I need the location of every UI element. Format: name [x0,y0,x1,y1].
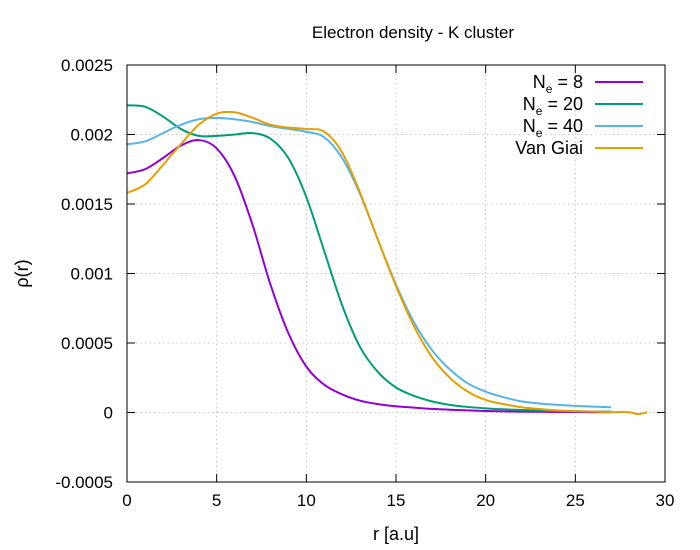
legend-label-4: Van Giai [515,138,583,158]
y-tick-label: -0.0005 [55,473,113,492]
y-tick-label: 0.0015 [61,195,113,214]
tick-marks [126,64,666,483]
plot-frame [126,64,666,483]
series-line-4 [126,110,648,416]
x-tick-label: 15 [387,491,406,510]
x-tick-label: 25 [566,491,585,510]
tick-labels: 0 5 10 15 20 25 30 -0.0005 0 0.0005 0.001 0.0015 0.0… [55,56,674,510]
x-tick-label: 30 [656,491,675,510]
legend-label-2: Ne = 20 [523,94,583,118]
y-tick-label: 0.002 [70,126,113,145]
legend-label-1: Ne = 8 [533,72,583,96]
series-line-2 [126,104,612,413]
legend-label-3: Ne = 40 [523,116,583,140]
x-tick-label: 0 [122,491,131,510]
x-axis-label: r [a.u] [373,524,419,544]
x-tick-label: 20 [476,491,495,510]
y-tick-label: 0.0005 [61,334,113,353]
series-line-1 [126,139,612,414]
y-tick-label: 0 [104,404,113,423]
series-lines [126,104,648,416]
y-axis-label: ρ(r) [12,259,32,287]
y-tick-label: 0.0025 [61,56,113,75]
y-tick-label: 0.001 [70,265,113,284]
x-tick-label: 5 [212,491,221,510]
chart-title: Electron density - K cluster [312,23,515,42]
x-tick-label: 10 [297,491,316,510]
